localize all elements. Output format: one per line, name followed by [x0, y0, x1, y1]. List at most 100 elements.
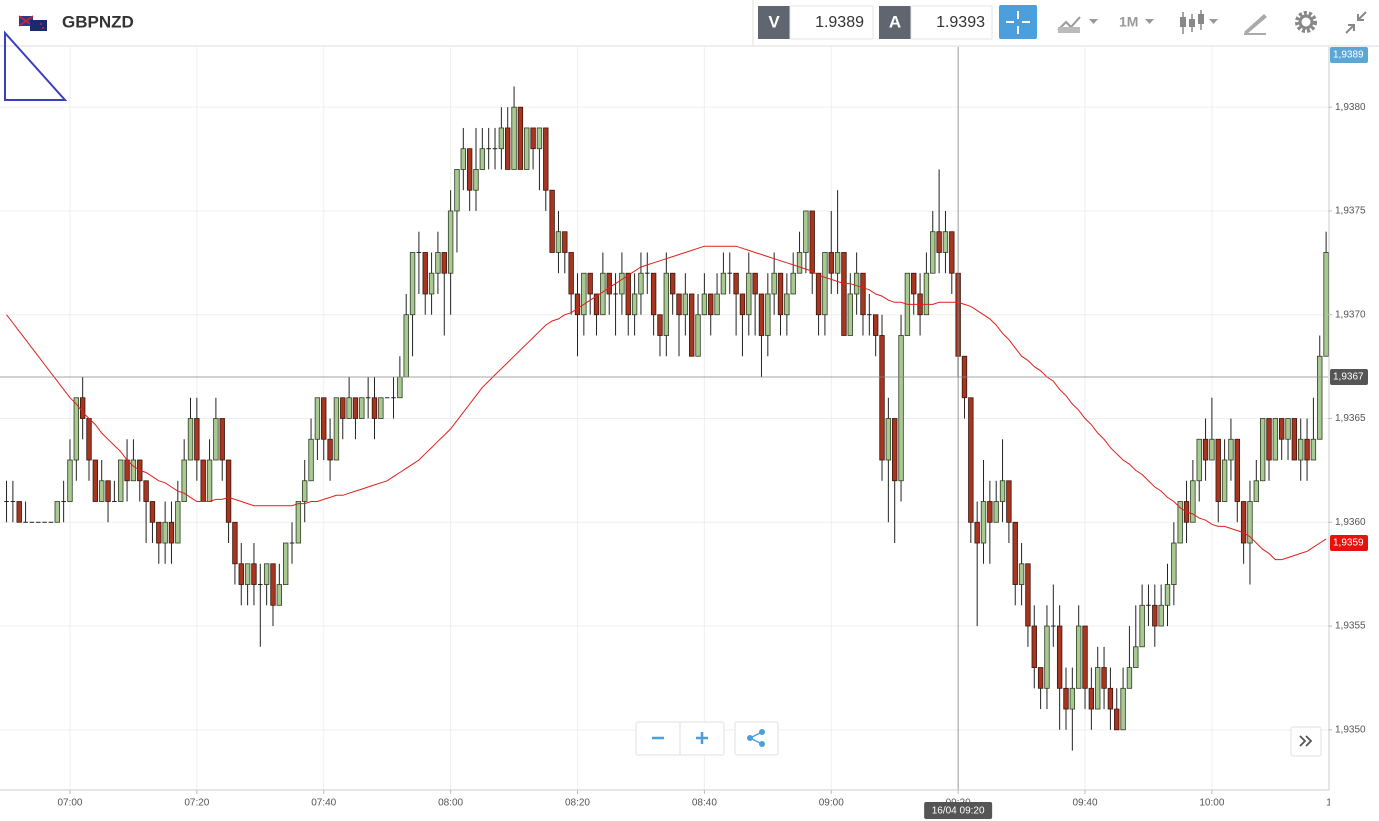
- moving-average: [6, 245, 1327, 561]
- bid-button[interactable]: V 1.9389: [758, 5, 874, 40]
- candle-body: [314, 397, 321, 440]
- candle-body: [1095, 667, 1101, 710]
- zoom-controls: [635, 721, 1322, 757]
- gear-icon: [1295, 11, 1317, 33]
- timeframe: 1M: [1119, 14, 1138, 30]
- collapse-button[interactable]: [1345, 11, 1367, 34]
- scroll-end-button[interactable]: [1290, 726, 1322, 757]
- draw-tools-button[interactable]: [1244, 14, 1267, 35]
- x-tick-label: 08:40: [692, 798, 717, 809]
- candle-body: [1304, 438, 1310, 461]
- collapse-icon: [1345, 11, 1367, 34]
- candle-body: [466, 148, 473, 191]
- candle-body: [67, 459, 73, 502]
- line-icon: [1057, 16, 1081, 31]
- bid-label-box[interactable]: [758, 6, 790, 39]
- candle-body: [1272, 418, 1279, 461]
- crosshair-x-label: 16/04 09:20: [932, 806, 985, 817]
- candle-body: [1069, 687, 1076, 710]
- candle-body: [587, 272, 593, 295]
- settings-button[interactable]: [1295, 11, 1317, 33]
- candle-body: [1177, 501, 1183, 544]
- bid-value-box[interactable]: [789, 5, 874, 40]
- ask-label-box[interactable]: [879, 6, 911, 39]
- candle-body: [206, 459, 213, 502]
- candle-body: [898, 335, 904, 482]
- dropdown-arrow: [1089, 19, 1098, 24]
- dropdown-arrow: [1209, 19, 1218, 24]
- candle-body: [593, 293, 600, 316]
- candle-body: [251, 563, 257, 585]
- candle-body: [885, 418, 892, 461]
- candle-body: [1164, 584, 1171, 606]
- pencil-icon: [1244, 14, 1267, 34]
- candle-body: [815, 272, 822, 316]
- candle-body: [1317, 355, 1323, 440]
- drawing-triangle[interactable]: [4, 30, 68, 101]
- crosshair-button-bg[interactable]: [999, 5, 1037, 39]
- candle-body: [796, 252, 803, 274]
- candle-body: [428, 272, 435, 295]
- candle-body: [847, 293, 853, 336]
- price-tag-label: 1,9389: [1333, 50, 1364, 61]
- candle-body: [1158, 604, 1164, 627]
- candle-body: [1171, 542, 1177, 585]
- candle-body: [530, 127, 536, 150]
- candle-body: [663, 272, 669, 336]
- candle-body: [980, 501, 987, 544]
- x-tick-label: 07:20: [184, 798, 209, 809]
- candle-body: [479, 148, 486, 170]
- candle-icon: [1189, 19, 1195, 27]
- candle-body: [1202, 438, 1209, 461]
- x-tick-label: 10:20: [1326, 798, 1351, 809]
- candle-body: [860, 272, 866, 316]
- ask-button[interactable]: A 1.9393: [879, 5, 993, 40]
- x-tick-label: 07:00: [57, 798, 82, 809]
- candle-body: [1253, 480, 1259, 502]
- candle-body: [1266, 418, 1272, 461]
- candle-body: [1025, 563, 1031, 627]
- candle-body: [1075, 625, 1082, 689]
- timeframe-button[interactable]: 1M: [1119, 14, 1154, 30]
- candle-body: [1114, 708, 1120, 731]
- chart-type-button[interactable]: [1057, 16, 1098, 33]
- candle-body: [435, 252, 441, 274]
- candle-body: [733, 272, 739, 295]
- candle-body: [295, 501, 302, 544]
- candle-body: [676, 293, 682, 316]
- candle-body: [682, 293, 689, 316]
- share-button[interactable]: [734, 721, 779, 756]
- candle-body: [987, 501, 993, 523]
- candle-body: [156, 521, 162, 544]
- candle-body: [473, 169, 479, 191]
- candle-body: [213, 418, 219, 461]
- candle-body: [1228, 438, 1234, 461]
- candle-body: [669, 272, 676, 295]
- candle-body: [1323, 252, 1329, 357]
- candle-body: [333, 397, 340, 461]
- candle-body: [822, 252, 828, 316]
- candle-style-button[interactable]: [1180, 10, 1218, 34]
- candle-body: [270, 563, 276, 606]
- x-tick-label: 09:40: [1073, 798, 1098, 809]
- candle-body: [949, 231, 955, 274]
- candle-body: [327, 438, 333, 461]
- candle-body: [1285, 418, 1291, 440]
- candle-body: [758, 293, 765, 336]
- candle-body: [1139, 604, 1145, 648]
- candle-body: [549, 189, 555, 253]
- zoom-in-icon: [696, 732, 708, 744]
- candle-body: [378, 397, 384, 419]
- crosshair-button[interactable]: [999, 5, 1037, 39]
- area-icon: [1058, 27, 1080, 33]
- y-tick-label: 1,9365: [1335, 413, 1366, 424]
- plot-area: [0, 47, 1329, 790]
- ask-value-box[interactable]: [910, 5, 993, 40]
- flag: [18, 15, 47, 31]
- candle-body: [784, 293, 790, 316]
- candle-body: [1259, 418, 1266, 482]
- candle-body: [517, 106, 524, 170]
- candle-body: [118, 459, 124, 502]
- candle-body: [352, 397, 359, 419]
